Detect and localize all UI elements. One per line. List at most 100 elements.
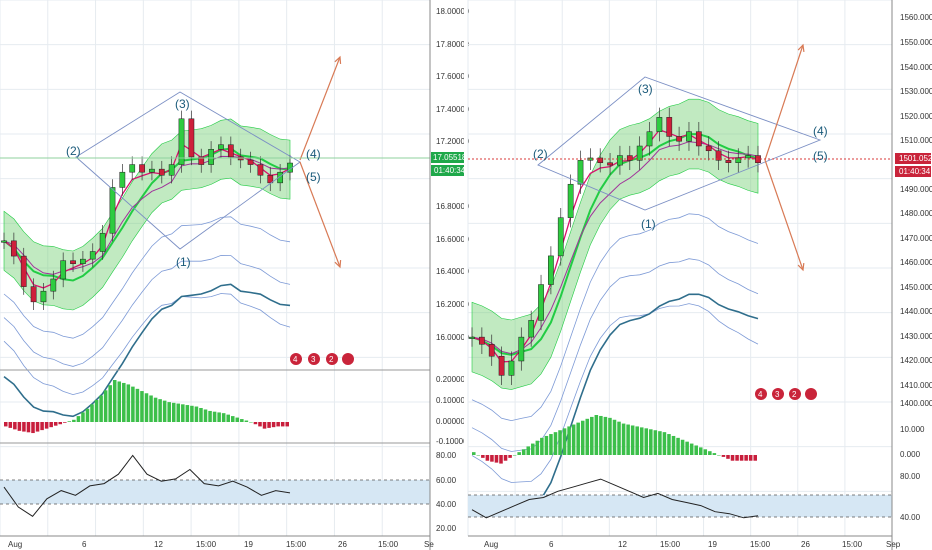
macd-bar bbox=[540, 437, 544, 455]
wave-triangle bbox=[537, 76, 822, 211]
left-wave-3-label: (3) bbox=[175, 97, 190, 111]
projection-arrowhead bbox=[334, 55, 342, 65]
macd-bar bbox=[221, 413, 226, 422]
macd-bar bbox=[635, 426, 639, 455]
macd-bar bbox=[662, 432, 667, 455]
candle-body bbox=[30, 286, 37, 303]
macd-bar bbox=[653, 430, 658, 455]
left-wave-1-label: (1) bbox=[176, 255, 191, 269]
candle-body bbox=[666, 117, 673, 137]
candle-body bbox=[636, 145, 643, 161]
left-event-badges[interactable]: 4 3 2 bbox=[290, 353, 354, 365]
candle-body bbox=[267, 174, 274, 184]
left-macd-histogram bbox=[4, 380, 289, 434]
macd-bar bbox=[140, 391, 144, 422]
right-price-tick: 1490.00000 bbox=[900, 185, 932, 194]
flag-us-icon[interactable] bbox=[308, 353, 320, 365]
rsi-line bbox=[3, 454, 291, 517]
macd-bar bbox=[553, 432, 558, 455]
left-chart: (2) (3) (1) (4) (5) 4 3 2 18.00000 17.80… bbox=[0, 0, 470, 550]
right-price-tick: 1450.00000 bbox=[900, 283, 932, 292]
left-price-tick: 17.80000 bbox=[436, 40, 470, 49]
right-event-badges[interactable]: 4 3 2 bbox=[755, 388, 817, 400]
left-price-tick: 17.60000 bbox=[436, 72, 470, 81]
macd-bar bbox=[253, 422, 258, 425]
candle-body bbox=[745, 155, 752, 159]
flag-us-icon[interactable] bbox=[342, 353, 354, 365]
macd-bar bbox=[199, 408, 203, 422]
flag-us-icon[interactable] bbox=[326, 353, 338, 365]
band-line bbox=[3, 254, 291, 367]
rsi-line bbox=[471, 478, 759, 519]
macd-bar bbox=[153, 397, 158, 422]
flag-us-icon[interactable] bbox=[789, 388, 801, 400]
macd-bar bbox=[617, 421, 621, 455]
left-time-tick: 15:00 bbox=[196, 540, 217, 549]
flag-us-icon[interactable] bbox=[290, 353, 302, 365]
macd-bar bbox=[40, 422, 44, 431]
macd-bar bbox=[717, 455, 721, 456]
macd-bar bbox=[26, 422, 31, 433]
left-rsi-tick: 60.00 bbox=[436, 476, 457, 485]
left-badge-label-3: 2 bbox=[329, 355, 334, 364]
left-macd-tick: 0.00000 bbox=[436, 417, 465, 426]
macd-bar bbox=[626, 424, 630, 455]
flag-us-icon[interactable] bbox=[772, 388, 784, 400]
left-price-tick: 16.20000 bbox=[436, 300, 470, 309]
right-price-tick: 1430.00000 bbox=[900, 332, 932, 341]
candle-body bbox=[735, 157, 742, 163]
flag-us-icon[interactable] bbox=[755, 388, 767, 400]
macd-bar bbox=[753, 455, 757, 461]
macd-bar bbox=[535, 440, 540, 455]
candle-body bbox=[617, 155, 623, 166]
macd-bar bbox=[671, 435, 676, 455]
right-price-label-bg bbox=[895, 153, 931, 164]
right-time-tick: 19 bbox=[708, 540, 717, 549]
left-rsi-band bbox=[0, 480, 430, 504]
right-macd-tick: 10.000 bbox=[900, 425, 925, 434]
macd-bar bbox=[708, 451, 712, 455]
left-rsi-tick: 80.00 bbox=[436, 451, 457, 460]
macd-bar bbox=[181, 404, 185, 422]
band-line bbox=[471, 213, 759, 422]
left-time-axis[interactable]: Aug 6 12 15:00 19 15:00 26 15:00 Se bbox=[8, 540, 434, 549]
flag-us-icon[interactable] bbox=[805, 388, 817, 400]
left-macd-tick: 0.20000 bbox=[436, 375, 465, 384]
left-wave-pattern bbox=[75, 55, 342, 269]
macd-bar bbox=[621, 423, 626, 455]
macd-bar bbox=[549, 434, 553, 455]
macd-bar bbox=[485, 455, 490, 461]
macd-bar bbox=[680, 439, 685, 455]
left-rsi-line bbox=[3, 454, 291, 517]
right-rsi-band bbox=[468, 495, 892, 517]
macd-bar bbox=[258, 422, 262, 427]
macd-bar bbox=[135, 388, 140, 422]
macd-bar bbox=[639, 427, 644, 455]
macd-bar bbox=[122, 382, 126, 422]
macd-bar bbox=[599, 415, 603, 455]
candle-body bbox=[528, 320, 535, 338]
left-time-tick: 6 bbox=[82, 540, 87, 549]
macd-bar bbox=[721, 455, 726, 457]
right-price-tick: 1530.00000 bbox=[900, 87, 932, 96]
right-badge-label-3: 2 bbox=[792, 390, 797, 399]
macd-bar bbox=[103, 390, 108, 422]
macd-bar bbox=[703, 449, 708, 455]
candle-body bbox=[158, 168, 165, 176]
candle-body bbox=[20, 255, 27, 287]
right-wave-pattern bbox=[537, 43, 822, 272]
macd-bar bbox=[472, 452, 476, 455]
macd-bar bbox=[72, 419, 76, 422]
right-time-axis[interactable]: Aug 6 12 15:00 19 15:00 26 15:00 Sep bbox=[484, 540, 901, 549]
candle-body bbox=[168, 164, 175, 176]
left-price-axis[interactable]: 18.00000 17.80000 17.60000 17.40000 17.2… bbox=[436, 7, 470, 342]
candle-body bbox=[469, 336, 475, 339]
candle-body bbox=[538, 284, 544, 321]
macd-bar bbox=[517, 452, 521, 455]
macd-bar bbox=[212, 411, 217, 422]
candle-body bbox=[577, 160, 584, 185]
macd-bar bbox=[131, 386, 135, 422]
band-line bbox=[471, 258, 759, 452]
candle-body bbox=[557, 217, 564, 257]
right-price-axis[interactable]: 1560.00000 1550.00000 1540.00000 1530.00… bbox=[900, 13, 932, 408]
